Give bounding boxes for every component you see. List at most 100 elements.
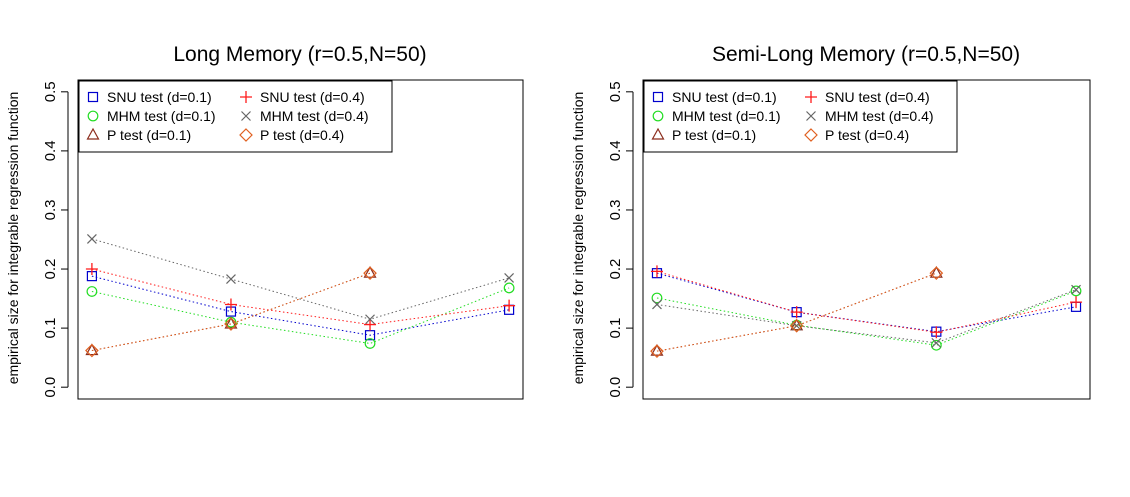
y-tick-label: 0.4 xyxy=(607,140,624,161)
data-point xyxy=(86,286,98,297)
legend-label: MHM test (d=0.1) xyxy=(672,108,781,124)
legend-label: MHM test (d=0.4) xyxy=(260,108,369,124)
data-point xyxy=(503,299,516,312)
legend-marker xyxy=(805,91,817,103)
series-line xyxy=(91,272,371,352)
data-point xyxy=(224,317,238,331)
legend-marker xyxy=(651,127,665,140)
legend-label: MHM test (d=0.4) xyxy=(825,108,934,124)
legend-label: P test (d=0.4) xyxy=(260,127,344,143)
plot-box xyxy=(77,79,524,400)
data-point xyxy=(650,265,663,278)
data-point xyxy=(790,306,803,319)
legend-item-mhm-test-d-0-4: MHM test (d=0.4) xyxy=(806,108,934,124)
plot-box xyxy=(642,79,1091,400)
data-point xyxy=(363,266,377,281)
legend-item-p-test-d-0-1: P test (d=0.1) xyxy=(86,127,191,143)
data-point xyxy=(504,272,515,283)
legend-marker xyxy=(86,127,100,140)
y-tick-label: 0.2 xyxy=(42,259,59,280)
series-snu-test-d-0-1 xyxy=(651,268,1082,337)
series-line xyxy=(91,287,510,344)
data-point xyxy=(364,338,376,349)
chart-title: Semi-Long Memory (r=0.5,N=50) xyxy=(712,43,1020,66)
y-axis-label: empirical size for integrable regression… xyxy=(570,92,586,385)
series-snu-test-d-0-1 xyxy=(86,271,515,341)
series-mhm-test-d-0-4 xyxy=(652,284,1081,348)
y-tick-label: 0.3 xyxy=(607,200,624,221)
series-p-test-d-0-4 xyxy=(85,266,377,358)
series-line xyxy=(656,289,1077,344)
data-point xyxy=(789,318,804,333)
series-line xyxy=(656,290,1077,346)
data-point xyxy=(85,343,99,356)
data-point xyxy=(365,314,375,325)
data-point xyxy=(651,292,663,304)
data-point xyxy=(1071,284,1081,295)
y-axis-label: empirical size for integrable regression… xyxy=(5,92,21,385)
y-axis: 0.0 0.1 0.2 0.3 0.4 0.5 xyxy=(607,81,634,398)
data-point xyxy=(503,282,515,294)
data-point xyxy=(929,265,943,278)
legend-label: SNU test (d=0.4) xyxy=(260,89,365,105)
series-layer xyxy=(650,265,1083,358)
legend-marker xyxy=(239,128,253,142)
data-point xyxy=(1070,285,1082,297)
legend-item-p-test-d-0-1: P test (d=0.1) xyxy=(651,127,756,143)
series-p-test-d-0-1 xyxy=(85,265,377,356)
legend-marker xyxy=(240,91,252,103)
legend-label: MHM test (d=0.1) xyxy=(107,108,216,124)
legend-item-snu-test-d-0-1: SNU test (d=0.1) xyxy=(652,89,777,105)
data-point xyxy=(364,318,377,331)
legend-marker xyxy=(241,111,251,121)
y-axis: 0.0 0.1 0.2 0.3 0.4 0.5 xyxy=(42,81,69,398)
y-tick-label: 0.5 xyxy=(42,81,59,102)
y-tick-label: 0.5 xyxy=(607,81,624,102)
series-line xyxy=(656,270,1077,333)
legend-item-snu-test-d-0-1: SNU test (d=0.1) xyxy=(87,89,212,105)
y-tick-label: 0.0 xyxy=(607,377,624,398)
legend-label: P test (d=0.1) xyxy=(672,127,756,143)
chart-title: Long Memory (r=0.5,N=50) xyxy=(173,43,426,66)
y-tick-label: 0.2 xyxy=(607,259,624,280)
legend-marker xyxy=(806,111,816,121)
y-tick-label: 0.3 xyxy=(42,200,59,221)
series-line xyxy=(656,272,937,352)
legend-marker xyxy=(87,110,99,122)
series-snu-test-d-0-4 xyxy=(85,263,516,331)
legend-label: SNU test (d=0.1) xyxy=(672,89,777,105)
data-point xyxy=(363,265,377,278)
legend-marker xyxy=(804,128,818,142)
legend-item-snu-test-d-0-4: SNU test (d=0.4) xyxy=(240,89,365,105)
data-point xyxy=(929,266,944,281)
data-point xyxy=(86,233,97,244)
data-point xyxy=(930,339,942,351)
legend-item-snu-test-d-0-4: SNU test (d=0.4) xyxy=(805,89,930,105)
y-tick-label: 0.4 xyxy=(42,140,59,161)
y-tick-label: 0.0 xyxy=(42,377,59,398)
series-line xyxy=(91,272,371,352)
series-mhm-test-d-0-1 xyxy=(86,282,515,349)
legend-box xyxy=(78,80,393,153)
data-point xyxy=(650,343,664,356)
data-point xyxy=(650,344,664,358)
legend-item-p-test-d-0-4: P test (d=0.4) xyxy=(804,127,909,143)
data-point xyxy=(85,263,98,276)
y-tick-label: 0.1 xyxy=(607,318,624,339)
data-point xyxy=(364,330,376,341)
legend: SNU test (d=0.1) MHM test (d=0.1) P test (… xyxy=(78,80,393,153)
series-line xyxy=(656,272,1077,333)
series-p-test-d-0-4 xyxy=(650,266,944,358)
series-mhm-test-d-0-4 xyxy=(86,233,515,325)
legend-item-mhm-test-d-0-4: MHM test (d=0.4) xyxy=(241,108,369,124)
chart-panel-semi-long-memory: Semi-Long Memory (r=0.5,N=50) empirical … xyxy=(570,43,1091,400)
data-point xyxy=(930,326,943,339)
series-line xyxy=(91,238,510,320)
chart-panel-long-memory: Long Memory (r=0.5,N=50) empirical size … xyxy=(5,43,524,400)
legend-marker xyxy=(87,91,99,103)
data-point xyxy=(224,298,237,311)
legend-item-p-test-d-0-4: P test (d=0.4) xyxy=(239,127,344,143)
data-point xyxy=(652,299,662,310)
data-point xyxy=(85,343,99,358)
